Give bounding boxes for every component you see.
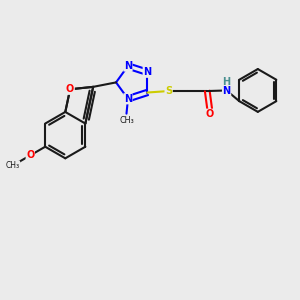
Text: N: N	[223, 86, 231, 96]
Text: O: O	[66, 84, 74, 94]
Text: O: O	[206, 109, 214, 119]
Text: N: N	[143, 67, 151, 77]
Text: N: N	[124, 94, 132, 104]
Text: CH₃: CH₃	[6, 161, 20, 170]
Text: N: N	[124, 61, 132, 71]
Text: CH₃: CH₃	[119, 116, 134, 125]
Text: S: S	[165, 86, 172, 96]
Text: H: H	[223, 76, 231, 86]
Text: O: O	[26, 150, 34, 161]
